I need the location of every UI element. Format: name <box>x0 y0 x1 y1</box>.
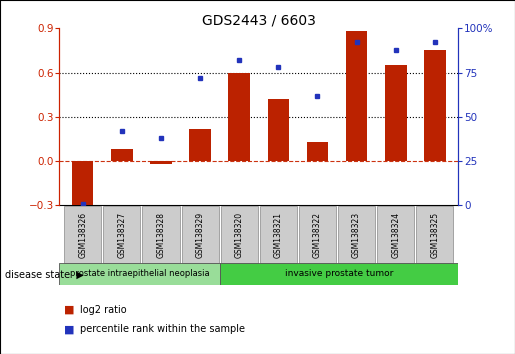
Text: prostate intraepithelial neoplasia: prostate intraepithelial neoplasia <box>70 269 209 279</box>
Text: GSM138327: GSM138327 <box>117 211 126 258</box>
Text: GSM138325: GSM138325 <box>431 211 439 258</box>
Bar <box>416 206 454 263</box>
Bar <box>268 99 289 161</box>
Text: GSM138324: GSM138324 <box>391 211 400 258</box>
Bar <box>299 206 336 263</box>
Text: GSM138320: GSM138320 <box>235 211 244 258</box>
Text: GSM138329: GSM138329 <box>196 211 204 258</box>
Bar <box>424 51 445 161</box>
Text: log2 ratio: log2 ratio <box>80 305 127 315</box>
Text: GSM138323: GSM138323 <box>352 211 361 258</box>
Bar <box>260 206 297 263</box>
Text: percentile rank within the sample: percentile rank within the sample <box>80 324 245 334</box>
Bar <box>229 73 250 161</box>
Text: GSM138328: GSM138328 <box>157 212 165 257</box>
Text: ■: ■ <box>64 305 75 315</box>
Bar <box>190 129 211 161</box>
Bar <box>150 161 171 164</box>
Title: GDS2443 / 6603: GDS2443 / 6603 <box>202 13 316 27</box>
Bar <box>377 206 415 263</box>
Bar <box>385 65 406 161</box>
Bar <box>103 206 141 263</box>
Text: ■: ■ <box>64 324 75 334</box>
Bar <box>142 206 180 263</box>
Text: GSM138322: GSM138322 <box>313 212 322 257</box>
Bar <box>220 263 458 285</box>
Bar <box>72 161 93 210</box>
Bar <box>220 206 258 263</box>
Bar <box>338 206 375 263</box>
Bar <box>59 263 220 285</box>
Text: disease state  ▶: disease state ▶ <box>5 269 84 279</box>
Bar <box>64 206 101 263</box>
Bar <box>307 142 328 161</box>
Text: GSM138321: GSM138321 <box>274 212 283 257</box>
Text: GSM138326: GSM138326 <box>78 211 87 258</box>
Text: invasive prostate tumor: invasive prostate tumor <box>285 269 393 279</box>
Bar <box>346 31 367 161</box>
Bar <box>181 206 219 263</box>
Bar <box>111 149 132 161</box>
